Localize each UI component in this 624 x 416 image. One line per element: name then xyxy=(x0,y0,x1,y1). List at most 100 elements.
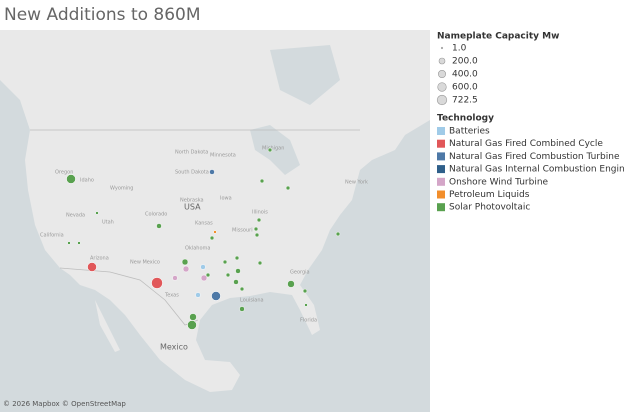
state-label: Wyoming xyxy=(110,186,133,192)
color-swatch xyxy=(437,139,445,148)
size-swatch xyxy=(440,46,444,50)
plant-bubble xyxy=(156,223,162,229)
state-label: Missouri xyxy=(232,228,253,234)
plant-bubble xyxy=(189,313,197,321)
color-legend-title: Technology xyxy=(437,114,494,124)
plant-bubble xyxy=(213,230,217,234)
state-label: Kansas xyxy=(195,221,213,227)
plant-bubble xyxy=(253,226,259,232)
size-swatch xyxy=(437,82,447,92)
color-label: Natural Gas Internal Combustion Engine xyxy=(449,165,624,175)
state-label: Minnesota xyxy=(210,153,236,159)
plant-bubble xyxy=(211,291,221,301)
border-mexico xyxy=(59,267,199,326)
plant-bubble xyxy=(335,231,341,237)
color-label: Natural Gas Fired Combined Cycle xyxy=(449,139,603,149)
color-swatch xyxy=(437,177,445,186)
size-label: 1.0 xyxy=(452,44,467,54)
country-label: Mexico xyxy=(160,343,188,352)
size-legend-title: Nameplate Capacity Mw xyxy=(437,32,559,42)
state-label: Idaho xyxy=(80,178,94,184)
color-swatch xyxy=(437,152,445,161)
color-swatch xyxy=(437,203,445,212)
plant-bubble xyxy=(304,303,308,307)
plant-bubble xyxy=(235,268,241,274)
state-label: North Dakota xyxy=(175,150,208,156)
plant-bubble xyxy=(233,279,239,285)
plant-bubble xyxy=(254,232,260,238)
plant-bubble xyxy=(200,274,208,282)
size-label: 600.0 xyxy=(452,83,478,93)
plant-bubble xyxy=(256,217,262,223)
plant-bubble xyxy=(267,147,273,153)
plant-bubble xyxy=(209,169,215,175)
color-label: Batteries xyxy=(449,127,490,137)
state-label: California xyxy=(40,233,64,239)
state-label: Illinois xyxy=(252,210,268,216)
state-label: New Mexico xyxy=(130,260,160,266)
plant-bubble xyxy=(257,260,263,266)
plant-bubble xyxy=(66,174,76,184)
plant-bubble xyxy=(87,262,97,272)
plant-bubble xyxy=(205,272,211,278)
plant-bubble xyxy=(222,259,228,265)
plant-bubble xyxy=(200,264,206,270)
state-label: Michigan xyxy=(262,146,284,152)
size-swatch xyxy=(436,94,448,106)
state-label: Colorado xyxy=(145,212,167,218)
size-label: 722.5 xyxy=(452,96,478,106)
plants xyxy=(66,147,341,330)
color-swatch xyxy=(437,165,445,174)
plant-bubble xyxy=(239,286,245,292)
plant-bubble xyxy=(187,320,197,330)
state-label: Iowa xyxy=(220,196,232,202)
plant-bubble xyxy=(77,241,81,245)
plant-bubble xyxy=(182,265,190,273)
state-label: Oregon xyxy=(55,170,73,176)
plant-bubble xyxy=(95,211,99,215)
state-label: Oklahoma xyxy=(185,246,210,252)
plant-bubble xyxy=(234,255,240,261)
plant-bubble xyxy=(239,306,245,312)
size-label: 200.0 xyxy=(452,57,478,67)
plant-bubble xyxy=(259,178,265,184)
state-label: Louisiana xyxy=(240,298,264,304)
country-label: USA xyxy=(184,203,201,212)
plant-bubble xyxy=(67,241,71,245)
plant-bubble xyxy=(287,280,295,288)
plant-bubble xyxy=(225,272,231,278)
size-label: 400.0 xyxy=(452,70,478,80)
size-legend: 1.0 200.0 400.0 600.0 722.5 xyxy=(436,44,478,106)
state-label: Nevada xyxy=(66,213,85,219)
plant-bubble xyxy=(172,275,178,281)
state-label: Utah xyxy=(102,220,114,226)
color-label: Petroleum Liquids xyxy=(449,190,530,200)
plant-bubble xyxy=(195,292,201,298)
size-swatch xyxy=(438,57,446,65)
attribution: © 2026 Mapbox © OpenStreetMap xyxy=(3,400,126,408)
color-label: Onshore Wind Turbine xyxy=(449,177,549,187)
state-label: South Dakota xyxy=(175,170,209,176)
state-label: Georgia xyxy=(290,270,310,276)
color-label: Solar Photovoltaic xyxy=(449,203,530,213)
color-swatch xyxy=(437,127,445,135)
plant-bubble xyxy=(181,258,189,266)
color-legend: Batteries Natural Gas Fired Combined Cycl… xyxy=(437,127,624,213)
title: New Additions to 860M xyxy=(4,5,201,25)
great-lakes xyxy=(250,125,300,175)
plant-bubble xyxy=(302,288,308,294)
color-label: Natural Gas Fired Combustion Turbine xyxy=(449,152,620,162)
color-swatch xyxy=(437,190,445,199)
plant-bubble xyxy=(209,235,215,241)
state-label: Texas xyxy=(164,293,179,299)
state-label: Nebraska xyxy=(180,198,204,204)
state-label: Florida xyxy=(300,318,317,324)
land xyxy=(0,30,430,392)
size-swatch xyxy=(437,70,446,79)
baja xyxy=(95,300,120,352)
hudson-bay xyxy=(270,45,340,105)
state-label: New York xyxy=(345,180,368,186)
state-label: Arizona xyxy=(90,256,109,262)
state-labels: Oregon Idaho Wyoming Nevada California Utah Co… xyxy=(40,146,368,324)
